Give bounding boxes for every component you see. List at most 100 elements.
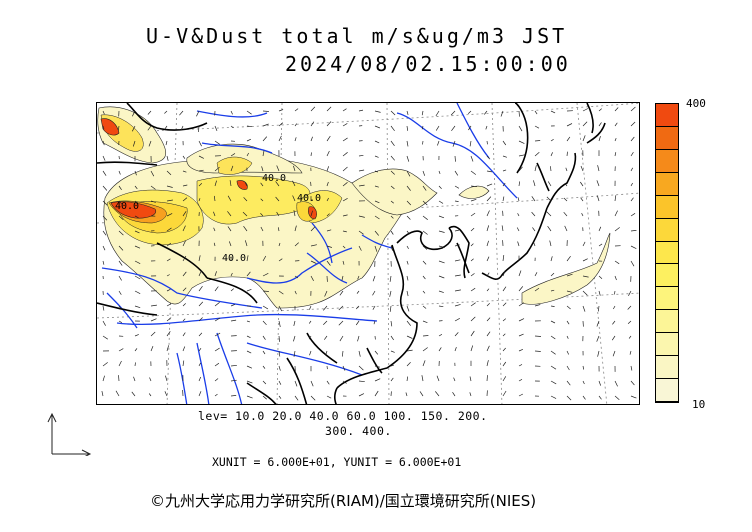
wind-arrow — [182, 287, 187, 292]
wind-arrow — [470, 170, 477, 175]
wind-arrow — [469, 140, 472, 147]
contour-label-3: 40.0 — [222, 253, 246, 264]
wind-arrow — [341, 275, 344, 281]
wind-arrow — [438, 305, 444, 308]
wind-arrow — [342, 137, 348, 142]
wind-arrow — [406, 349, 413, 352]
wind-arrow — [230, 153, 236, 157]
wind-arrow — [390, 215, 394, 219]
wind-arrow — [134, 290, 141, 295]
wind-arrow — [355, 305, 360, 310]
wind-arrow — [118, 215, 124, 221]
wind-arrow — [214, 362, 220, 367]
wind-arrow — [294, 123, 298, 127]
wind-arrow — [438, 230, 445, 233]
wind-arrow — [182, 225, 186, 232]
wind-arrow — [422, 230, 428, 235]
wind-arrow — [550, 395, 557, 399]
wind-arrow — [102, 375, 105, 382]
wind-arrow — [358, 230, 364, 235]
wind-arrow — [406, 215, 411, 220]
wind-arrow — [118, 360, 122, 367]
wind-arrow — [293, 335, 296, 342]
wind-arrow — [165, 140, 168, 146]
wind-arrow — [630, 380, 635, 386]
wind-arrow — [118, 275, 122, 281]
wind-arrow — [198, 270, 202, 277]
wind-arrow — [262, 365, 266, 369]
wind-arrow — [374, 378, 381, 382]
wind-arrow — [390, 170, 395, 175]
wind-arrow — [390, 364, 395, 367]
wind-arrow — [517, 241, 520, 247]
wind-arrow — [630, 106, 636, 112]
wind-arrow — [546, 211, 552, 217]
wind-arrow — [132, 140, 136, 147]
wind-arrow — [326, 181, 329, 187]
wind-arrow — [550, 305, 555, 307]
wind-arrow — [518, 110, 520, 117]
wind-arrow — [262, 320, 267, 326]
wind-arrow — [406, 170, 411, 177]
wind-arrow — [214, 286, 219, 292]
wind-arrow — [406, 140, 409, 147]
dust-red-east — [308, 206, 317, 220]
wind-arrow — [310, 136, 313, 142]
wind-arrow — [390, 335, 394, 341]
wind-arrow — [533, 242, 536, 247]
wind-arrow — [147, 125, 152, 131]
wind-arrow — [422, 140, 424, 145]
wind-arrow — [612, 350, 616, 357]
wind-arrow — [502, 182, 506, 187]
wind-arrow — [546, 196, 552, 202]
wind-arrow — [372, 290, 376, 296]
wind-arrow — [166, 274, 170, 277]
wind-arrow — [198, 183, 203, 187]
wind-arrow — [198, 125, 200, 133]
wind-arrow — [582, 241, 586, 247]
wind-arrow — [580, 181, 584, 187]
wind-arrow — [518, 286, 524, 292]
wind-arrow — [518, 166, 523, 172]
wind-arrow — [102, 335, 108, 340]
wind-arrow — [406, 290, 409, 297]
wind-arrow — [422, 335, 429, 337]
contour-label-4: 40.0 — [297, 193, 321, 204]
wind-vectors — [101, 106, 637, 401]
wind-arrow — [262, 395, 267, 400]
colorbar-segment — [656, 195, 678, 219]
wind-arrow — [550, 272, 555, 277]
wind-arrow — [518, 318, 525, 322]
wind-arrow — [182, 318, 186, 322]
wind-arrow — [547, 181, 552, 187]
wind-arrow — [470, 198, 477, 202]
wind-arrow — [230, 379, 237, 382]
wind-arrow — [596, 320, 600, 327]
wind-arrow — [374, 140, 380, 144]
wind-arrow — [198, 301, 204, 307]
wind-arrow — [390, 320, 393, 327]
wind-arrow — [502, 155, 508, 158]
wind-arrow — [150, 318, 157, 322]
wind-arrow — [323, 320, 328, 326]
wind-arrow — [563, 211, 568, 217]
wind-arrow — [309, 305, 312, 310]
wind-arrow — [582, 121, 588, 127]
wind-arrow — [533, 180, 536, 187]
wind-arrow — [630, 229, 637, 232]
wind-arrow — [198, 140, 202, 147]
wind-arrow — [406, 245, 409, 249]
wind-arrow — [293, 320, 296, 326]
wind-arrow — [390, 350, 395, 353]
wind-arrow — [550, 289, 555, 292]
wind-arrow — [454, 155, 456, 162]
wind-arrow — [166, 288, 171, 292]
wind-arrow — [180, 125, 184, 131]
wind-arrow — [214, 378, 219, 382]
wind-arrow — [630, 152, 634, 157]
wind-arrow — [470, 155, 474, 162]
wind-arrow — [486, 317, 491, 322]
wind-arrow — [166, 242, 172, 247]
wind-arrow — [406, 305, 410, 312]
wind-arrow — [534, 335, 542, 337]
